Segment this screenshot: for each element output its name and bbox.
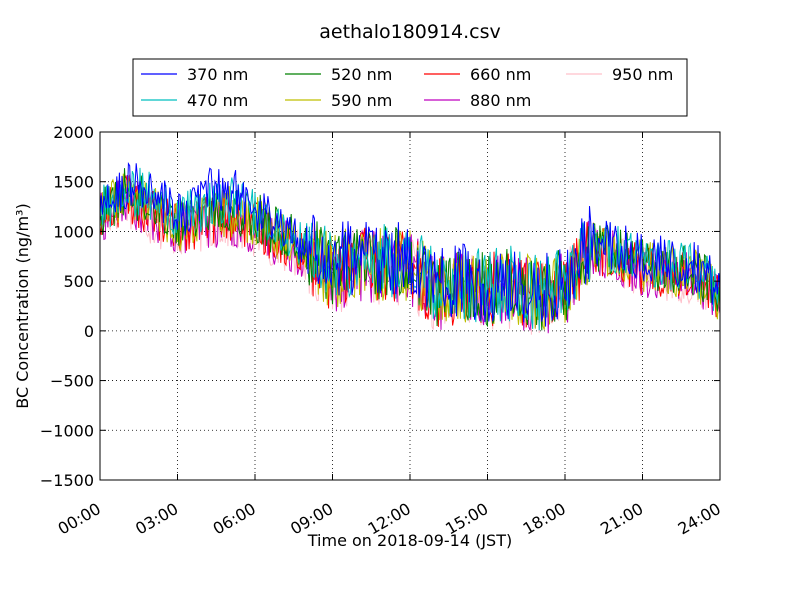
legend-box xyxy=(132,58,688,117)
series-line xyxy=(99,167,721,331)
series-line xyxy=(99,161,721,327)
legend-label: 470 nm xyxy=(187,91,248,110)
chart-title: aethalo180914.csv xyxy=(319,21,501,43)
legend-label: 370 nm xyxy=(187,65,248,84)
y-tick-label: −1500 xyxy=(40,471,94,490)
y-tick-label: −1000 xyxy=(40,421,94,440)
legend: 370 nm 470 nm 520 nm 590 nm 660 nm 880 nm 950 … xyxy=(132,58,688,117)
y-tick-label: 2000 xyxy=(53,123,94,142)
y-axis-label: BC Concentration (ng/m³) xyxy=(13,203,32,408)
x-axis-label: Time on 2018-09-14 (JST) xyxy=(307,531,512,550)
legend-label: 660 nm xyxy=(470,65,531,84)
y-tick-label: 500 xyxy=(63,272,94,291)
legend-label: 880 nm xyxy=(470,91,531,110)
series-lines xyxy=(99,161,721,335)
legend-label: 950 nm xyxy=(612,65,673,84)
y-tick-label: 1000 xyxy=(53,222,94,241)
grid xyxy=(100,132,720,480)
y-tick-label: −500 xyxy=(50,372,94,391)
legend-label: 590 nm xyxy=(331,91,392,110)
legend-label: 520 nm xyxy=(331,65,392,84)
y-tick-label: 0 xyxy=(84,322,94,341)
y-tick-label: 1500 xyxy=(53,173,94,192)
